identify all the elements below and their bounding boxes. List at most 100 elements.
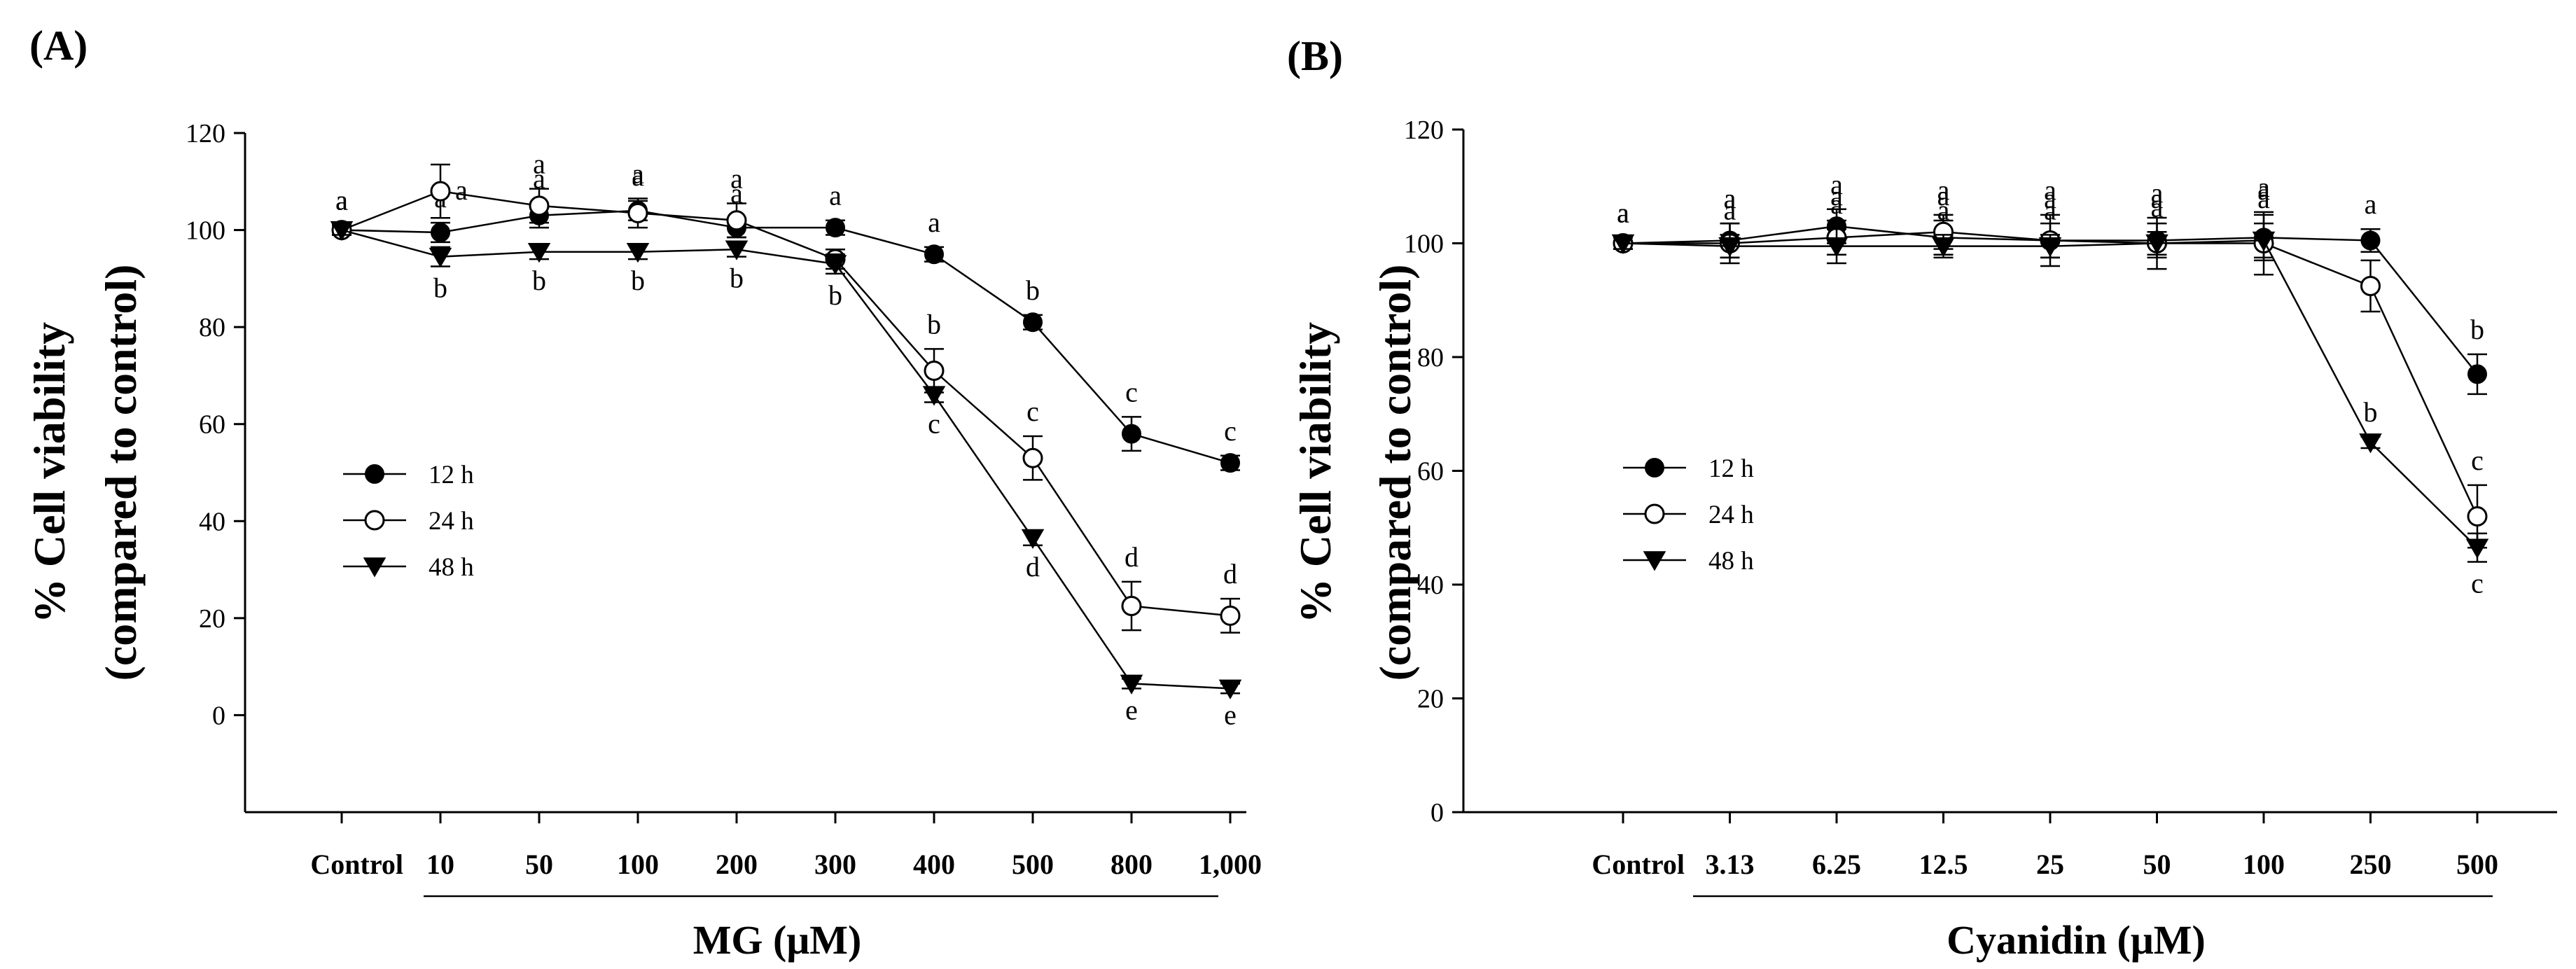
significance-letter: a: [2044, 174, 2056, 206]
legend-label: 48 h: [429, 553, 474, 582]
data-point-1: [1022, 447, 1043, 468]
data-point-2: [1218, 679, 1242, 699]
data-point-2: [330, 221, 354, 242]
x-category-label: 500: [1012, 849, 1054, 880]
significance-letter: c: [2471, 568, 2484, 599]
panel-label: (B): [1287, 33, 1343, 79]
significance-letter: a: [533, 148, 545, 180]
significance-letter: a: [455, 174, 468, 206]
significance-letter: a: [1830, 188, 1843, 220]
legend-marker: [1644, 503, 1665, 524]
significance-letter: a: [2257, 174, 2270, 206]
significance-letter: a: [533, 162, 545, 194]
data-point-1: [2467, 506, 2488, 527]
data-point-1: [726, 210, 747, 231]
x-category-label: 1,000: [1199, 849, 1262, 880]
significance-letter: b: [927, 308, 941, 340]
x-category-label: Control: [1592, 849, 1685, 880]
x-category-label: 300: [814, 849, 856, 880]
significance-letter: a: [730, 177, 743, 209]
significance-letter: b: [828, 279, 842, 311]
significance-letter: a: [2257, 172, 2270, 203]
significance-letter: a: [1724, 194, 1736, 225]
x-category-label: 400: [913, 849, 955, 880]
y-tick-label: 40: [199, 507, 225, 536]
y-axis-subtitle: (compared to control): [1370, 265, 1420, 681]
y-tick-label: 120: [1404, 116, 1444, 145]
x-category-label: 50: [525, 849, 553, 880]
x-category-label: 250: [2350, 849, 2392, 880]
significance-letter: a: [829, 180, 842, 211]
significance-letter: a: [1724, 183, 1736, 214]
data-point-1: [430, 181, 451, 202]
series-line-1: [341, 190, 1231, 617]
significance-letter: a: [1830, 169, 1843, 200]
x-category-label: 25: [2036, 849, 2064, 880]
significance-letter: b: [730, 263, 744, 294]
data-point-0: [2467, 364, 2487, 384]
significance-letter: a: [632, 158, 644, 190]
significance-letter: a: [829, 209, 842, 240]
x-axis-title: MG (μM): [693, 917, 862, 963]
significance-letter: c: [928, 408, 940, 440]
data-point-2: [823, 255, 847, 275]
y-tick-label: 20: [199, 604, 225, 634]
x-category-label: 500: [2456, 849, 2498, 880]
data-point-0: [826, 218, 845, 238]
y-axis-title: % Cell viability: [25, 322, 74, 623]
significance-letter: a: [335, 185, 348, 216]
data-point-2: [1120, 674, 1143, 695]
legend-marker: [1645, 458, 1664, 477]
y-axis-title: % Cell viability: [1290, 322, 1340, 623]
panel-b-chart: (B) 0 20 40 60 80 100 120 Control 3.13 6.25 12.5 25 5…: [1287, 33, 2557, 963]
significance-letter: a: [2044, 183, 2056, 214]
data-point-0: [1023, 312, 1043, 333]
data-point-2: [1932, 237, 1955, 258]
significance-letter: a: [2044, 194, 2056, 225]
data-point-2: [2038, 237, 2062, 258]
legend-label: 12 h: [1708, 454, 1754, 483]
significance-letter: b: [532, 265, 546, 296]
significance-letter: a: [2151, 177, 2164, 209]
y-tick-label: 20: [1417, 685, 1444, 714]
legend-marker: [364, 510, 385, 531]
data-point-1: [627, 202, 648, 223]
significance-letter: a: [2151, 183, 2164, 214]
significance-letter: a: [632, 160, 644, 192]
significance-letter: b: [433, 272, 447, 304]
legend-label: 24 h: [1708, 501, 1754, 529]
data-point-2: [429, 247, 452, 268]
legend-marker: [363, 557, 387, 578]
significance-letter: d: [1223, 558, 1237, 590]
significance-letter: c: [1125, 376, 1138, 407]
data-point-1: [1220, 605, 1241, 626]
y-tick-label: 60: [1417, 457, 1444, 487]
significance-letter: e: [1125, 694, 1138, 725]
x-category-label: 100: [2243, 849, 2285, 880]
y-tick-label: 100: [1404, 230, 1444, 259]
significance-letter: d: [1125, 541, 1139, 573]
significance-letter: a: [2257, 183, 2270, 214]
y-tick-label: 40: [1417, 571, 1444, 600]
significance-letter: b: [631, 265, 645, 296]
panel-a-chart: (A) 0 20 40 60 80 100 120 Control 10 50 100 200 300 40…: [25, 22, 1262, 963]
y-tick-label: 0: [1430, 798, 1444, 828]
significance-letter: a: [1617, 197, 1629, 228]
significance-letter: b: [1026, 274, 1040, 306]
data-point-2: [2145, 234, 2168, 255]
data-point-2: [922, 386, 946, 406]
data-point-2: [1825, 237, 1849, 258]
data-point-2: [2359, 433, 2382, 454]
x-category-label: 10: [426, 849, 454, 880]
significance-letter: d: [1026, 551, 1040, 583]
panel-label: (A): [29, 22, 88, 69]
significance-letter: a: [1724, 183, 1736, 214]
legend-label: 12 h: [429, 461, 474, 489]
significance-letter: c: [1224, 415, 1237, 447]
data-point-2: [626, 243, 650, 263]
y-tick-label: 60: [199, 410, 225, 440]
y-tick-label: 0: [212, 701, 225, 730]
x-category-label: 6.25: [1812, 849, 1861, 880]
significance-letter: a: [1617, 197, 1629, 228]
data-point-2: [2465, 538, 2489, 559]
